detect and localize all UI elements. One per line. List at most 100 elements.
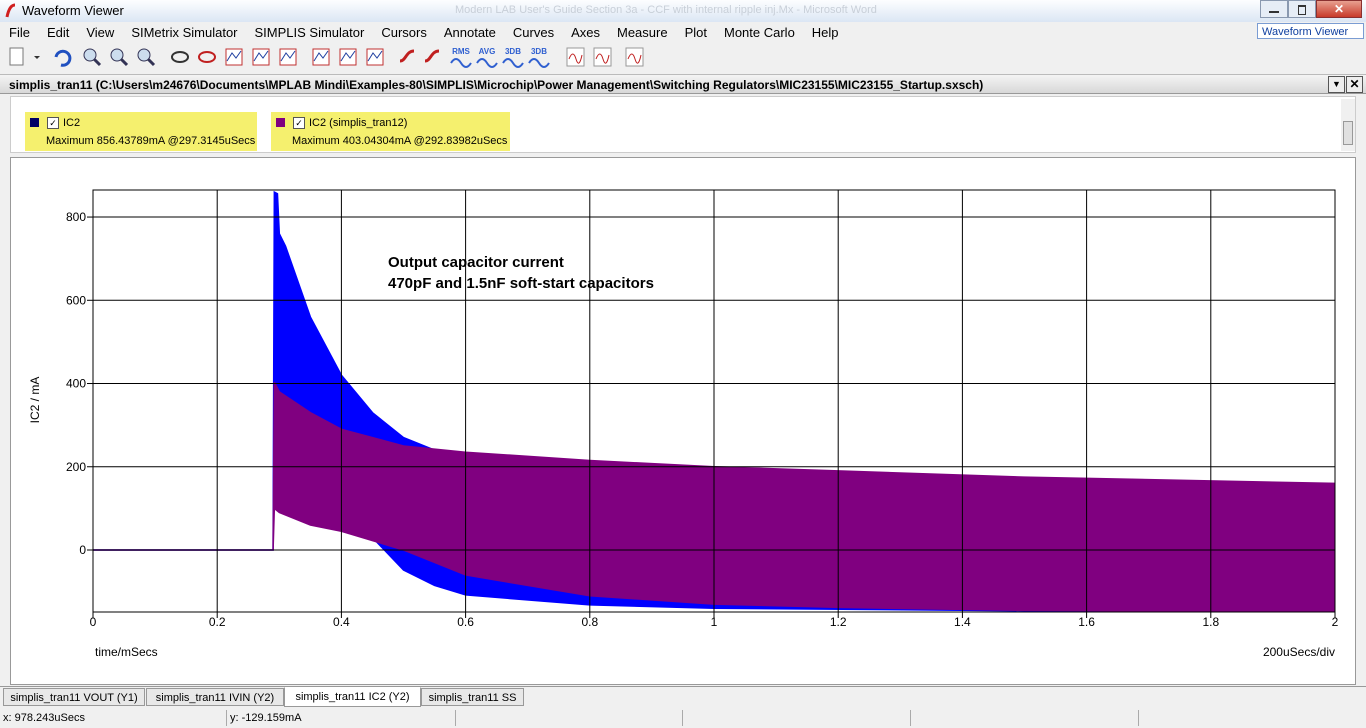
x-tick-label: 1.8 (1202, 615, 1219, 629)
icon (399, 49, 415, 63)
y-tick-label: 400 (66, 377, 86, 391)
x-tick-label: 0.8 (581, 615, 598, 629)
legend-swatch (30, 118, 39, 127)
icon (367, 50, 383, 62)
icon (450, 58, 472, 68)
toolbar-button[interactable] (366, 48, 384, 66)
icon (280, 50, 296, 62)
icon (119, 57, 129, 67)
toolbar-icons: RMS AVG 3DB 3DB (9, 47, 644, 68)
toolbar-button[interactable] (137, 48, 156, 67)
toolbar-button[interactable] (110, 48, 129, 67)
tab[interactable]: simplis_tran11 SS (421, 688, 524, 706)
y-tick-label: 600 (66, 293, 86, 307)
background-title: Modern LAB User's Guide Section 3a - CCF… (455, 4, 877, 16)
scrollbar[interactable] (1341, 99, 1355, 151)
app-icon (5, 3, 16, 18)
menu-item[interactable]: Curves (512, 24, 555, 40)
toolbar-button[interactable] (312, 48, 330, 66)
x-tick-label: 1.4 (954, 615, 971, 629)
icon (146, 57, 156, 67)
toolbar-button[interactable] (54, 49, 72, 67)
window-title: Waveform Viewer (22, 3, 124, 18)
icon (502, 58, 524, 68)
menu-item[interactable]: Monte Carlo (723, 24, 795, 40)
icon (171, 51, 189, 63)
icon (9, 47, 24, 66)
menu-item[interactable]: Axes (571, 24, 600, 40)
icon (340, 50, 356, 62)
menu-item[interactable]: File (9, 24, 30, 40)
icon (279, 48, 297, 66)
icon (568, 53, 583, 64)
toolbar-button[interactable] (9, 47, 40, 66)
menu-item[interactable]: View (86, 24, 115, 40)
legend-swatch (276, 118, 285, 127)
tab[interactable]: simplis_tran11 IVIN (Y2) (146, 688, 284, 706)
icon (34, 56, 40, 59)
icon (627, 53, 642, 64)
header-title: simplis_tran11 (C:\Users\m24676\Document… (9, 78, 984, 92)
menu-item[interactable]: Help (811, 24, 839, 40)
toolbar-button[interactable] (225, 48, 243, 66)
toolbar-label: 3DB (505, 47, 521, 56)
toolbar-button[interactable] (198, 51, 216, 63)
menu-item[interactable]: SIMPLIS Simulator (254, 24, 365, 40)
icon (54, 49, 72, 67)
close-doc-button[interactable]: ✕ (1346, 76, 1363, 93)
tab-bar: simplis_tran11 VOUT (Y1) simplis_tran11 I… (0, 686, 1366, 708)
legend-name: IC2 (63, 117, 81, 129)
toolbar-label: AVG (479, 47, 496, 56)
icon (110, 48, 124, 62)
maximize-button[interactable] (1288, 0, 1316, 18)
icon (476, 58, 498, 68)
legend-checkbox[interactable]: ✓ (47, 117, 59, 129)
x-tick-label: 1 (711, 615, 718, 629)
toolbar-button[interactable] (171, 51, 189, 63)
menu-item[interactable]: Cursors (381, 24, 427, 40)
icon (339, 48, 357, 66)
x-tick-label: 2 (1332, 615, 1339, 629)
tab[interactable]: simplis_tran11 IC2 (Y2) (284, 687, 421, 707)
annotation: Output capacitor current (388, 254, 564, 271)
menu-item[interactable]: Annotate (443, 24, 496, 40)
icon (92, 57, 102, 67)
toolbar-button[interactable] (339, 48, 357, 66)
x-tick-label: 0.4 (333, 615, 350, 629)
close-button[interactable]: ✕ (1316, 0, 1362, 18)
menu-item[interactable]: Measure (617, 24, 668, 40)
icon (595, 53, 610, 64)
menu-item[interactable]: SIMetrix Simulator (131, 24, 238, 40)
x-tick-label: 0.2 (209, 615, 226, 629)
title-bar: Waveform Viewer Modern LAB User's Guide … (0, 0, 1366, 22)
toolbar-button[interactable] (279, 48, 297, 66)
minimize-button[interactable] (1260, 0, 1288, 18)
legend-entry[interactable]: ✓ IC2 Maximum 856.43789mA @297.3145uSecs (25, 112, 257, 151)
legend-measure: Maximum 856.43789mA @297.3145uSecs (46, 135, 256, 147)
document-header: simplis_tran11 (C:\Users\m24676\Document… (0, 74, 1366, 94)
toolbar: RMS AVG 3DB 3DB (0, 43, 1366, 73)
x-tick-label: 0 (90, 615, 97, 629)
chart: 0 0.2 0.4 0.6 0.8 1 1.2 1.4 1.6 1.8 2 0 200 400 600 800… (10, 157, 1356, 685)
icon (313, 50, 329, 62)
view-selector[interactable]: Waveform Viewer (1257, 23, 1364, 39)
status-bar: x: 978.243uSecs y: -129.159mA (0, 708, 1366, 728)
icon (424, 49, 440, 63)
toolbar-button[interactable] (424, 49, 440, 63)
menu-bar: File Edit View SIMetrix Simulator SIMPLIS Si… (0, 22, 1366, 42)
legend-entry[interactable]: ✓ IC2 (simplis_tran12) Maximum 403.04304mA… (271, 112, 510, 151)
menu-item[interactable]: Edit (46, 24, 70, 40)
toolbar-button[interactable] (399, 49, 415, 63)
icon (225, 48, 243, 66)
annotation: 470pF and 1.5nF soft-start capacitors (388, 275, 654, 292)
legend-checkbox[interactable]: ✓ (293, 117, 305, 129)
x-scale-label: 200uSecs/div (1263, 645, 1335, 659)
toolbar-button[interactable] (252, 48, 270, 66)
tab[interactable]: simplis_tran11 VOUT (Y1) (3, 688, 145, 706)
x-axis-label: time/mSecs (95, 645, 158, 659)
legend-name: IC2 (simplis_tran12) (309, 117, 408, 129)
toolbar-button[interactable] (83, 48, 102, 67)
dropdown-button[interactable]: ▼ (1328, 76, 1345, 93)
menu-item[interactable]: Plot (684, 24, 707, 40)
